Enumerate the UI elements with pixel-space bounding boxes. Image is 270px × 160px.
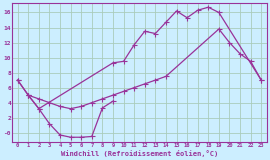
X-axis label: Windchill (Refroidissement éolien,°C): Windchill (Refroidissement éolien,°C) [61, 150, 218, 156]
